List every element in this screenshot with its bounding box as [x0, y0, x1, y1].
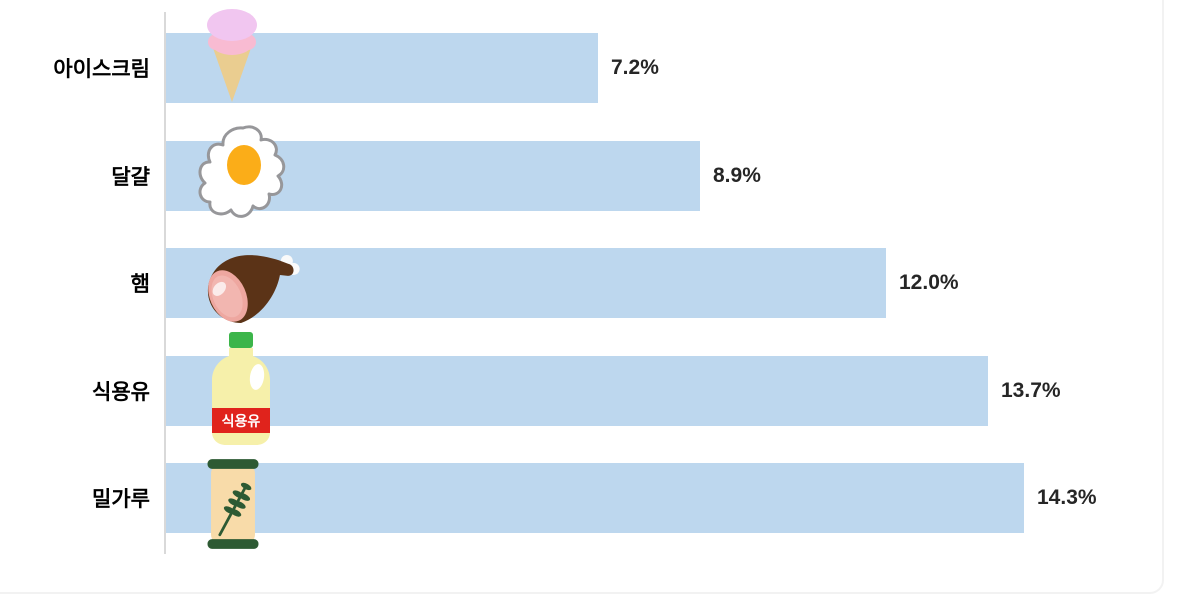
chart-row-ice-cream: 아이스크림 7.2% [0, 9, 1199, 103]
value-label: 7.2% [611, 56, 659, 79]
category-label: 달걀 [111, 166, 150, 189]
value-label: 12.0% [899, 271, 959, 294]
ham-icon [207, 255, 300, 323]
ice-cream-icon [207, 9, 257, 102]
flour-sack-icon [207, 459, 259, 549]
chart-row-flour: 밀가루 14.3% [0, 459, 1199, 549]
oil-bottle-label-text: 식용유 [222, 413, 261, 429]
fried-egg-icon [198, 125, 286, 218]
category-label: 햄 [130, 273, 150, 296]
y-axis-line [164, 12, 166, 554]
value-label: 13.7% [1001, 379, 1061, 402]
chart-row-oil: 식용유 식용유 13.7% [0, 332, 1199, 445]
chart-row-ham: 햄 12.0% [0, 248, 1199, 323]
bar-flour [166, 463, 1024, 533]
chart-row-egg: 달걀 8.9% [0, 125, 1199, 218]
value-label: 8.9% [713, 164, 761, 187]
value-label: 14.3% [1037, 486, 1097, 509]
wheat-ear [218, 482, 252, 537]
category-label: 밀가루 [92, 488, 150, 511]
oil-bottle-icon: 식용유 [212, 332, 270, 445]
category-label: 아이스크림 [53, 58, 150, 81]
category-label: 식용유 [92, 381, 150, 404]
bar-oil [166, 356, 988, 426]
